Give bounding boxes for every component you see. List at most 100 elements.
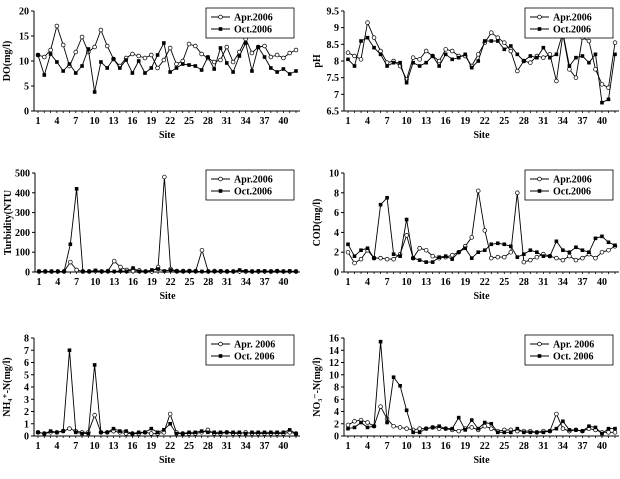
data-point-oct <box>124 269 129 274</box>
legend-label: Oct.2006 <box>234 187 272 198</box>
data-point-oct <box>187 269 192 273</box>
data-point-oct <box>118 269 123 273</box>
data-point-oct <box>391 252 396 256</box>
data-point-oct <box>463 428 468 432</box>
data-point-oct <box>489 421 494 426</box>
data-point-oct <box>411 60 415 65</box>
x-tick-label: 4 <box>54 116 59 127</box>
data-point-oct <box>398 254 402 258</box>
x-axis-title: Site <box>159 291 176 302</box>
data-point-oct <box>250 430 254 435</box>
data-point-oct <box>561 248 565 253</box>
x-tick-label: 31 <box>538 277 548 288</box>
data-point-oct <box>199 429 204 433</box>
data-point-apr <box>92 44 97 50</box>
y-tick-label: 200 <box>15 228 30 239</box>
x-tick-label: 16 <box>127 441 137 452</box>
data-point-oct <box>231 269 236 274</box>
data-point-oct <box>73 430 78 435</box>
x-tick-label: 25 <box>499 441 509 452</box>
x-tick-label: 28 <box>519 277 529 288</box>
data-point-apr <box>42 54 47 60</box>
y-tick-label: 8.5 <box>327 40 340 51</box>
data-point-oct <box>106 269 110 274</box>
data-point-oct <box>587 60 591 65</box>
x-tick-label: 34 <box>241 116 251 127</box>
y-tick-label: 2 <box>24 407 29 418</box>
x-tick-label: 7 <box>74 277 79 288</box>
data-point-apr <box>489 30 494 35</box>
x-axis-title: Site <box>473 130 490 141</box>
x-tick-label: 25 <box>184 441 194 452</box>
data-point-oct <box>437 64 441 68</box>
legend-box <box>205 169 295 201</box>
y-tick-label: 8 <box>24 334 29 345</box>
data-point-oct <box>49 269 54 274</box>
x-tick-label: 7 <box>73 441 78 452</box>
data-point-apr <box>199 51 204 57</box>
data-point-oct <box>105 430 110 435</box>
data-point-oct <box>613 426 617 431</box>
x-tick-label: 28 <box>519 441 529 452</box>
x-tick-label: 13 <box>421 441 431 452</box>
data-point-oct <box>424 426 428 431</box>
data-point-oct <box>378 339 383 344</box>
y-tick-label: 6.5 <box>327 107 340 118</box>
data-point-apr <box>443 47 448 52</box>
x-tick-label: 10 <box>402 116 412 127</box>
data-point-oct <box>378 202 383 207</box>
data-point-oct <box>476 426 481 431</box>
data-point-oct <box>469 256 474 260</box>
data-point-apr <box>378 255 383 261</box>
data-point-oct <box>482 248 487 253</box>
data-point-apr <box>162 174 167 180</box>
data-point-apr <box>149 52 154 58</box>
series-line-apr <box>347 190 616 264</box>
data-point-oct <box>469 65 474 70</box>
data-point-oct <box>417 258 422 262</box>
x-tick-label: 1 <box>346 116 351 127</box>
data-point-oct <box>68 242 73 247</box>
y-axis-title: COD(mg/l) <box>312 199 323 247</box>
legend-label: Apr. 2006 <box>234 340 275 351</box>
data-point-oct <box>86 431 91 436</box>
y-tick-label: 6 <box>334 208 339 219</box>
data-point-oct <box>359 420 363 425</box>
data-point-apr <box>404 233 409 238</box>
data-point-oct <box>80 431 84 436</box>
data-point-oct <box>509 244 513 249</box>
data-point-oct <box>180 431 185 436</box>
data-point-oct <box>495 430 500 435</box>
y-tick-label: 5 <box>24 370 29 381</box>
data-point-apr <box>365 20 370 25</box>
data-point-oct <box>81 269 85 274</box>
data-point-apr <box>482 423 488 429</box>
data-point-oct <box>155 53 160 57</box>
data-point-oct <box>118 66 122 70</box>
x-tick-label: 16 <box>128 277 138 288</box>
data-point-apr <box>281 55 286 61</box>
x-tick-label: 31 <box>222 116 232 127</box>
x-tick-label: 31 <box>538 116 548 127</box>
data-point-oct <box>385 64 389 68</box>
x-tick-label: 19 <box>460 441 470 452</box>
legend-label: Oct.2006 <box>553 187 591 198</box>
data-point-oct <box>112 269 117 274</box>
y-tick-label: 10 <box>19 57 29 68</box>
data-point-oct <box>174 66 179 70</box>
data-point-oct <box>430 425 435 430</box>
data-point-oct <box>175 269 179 274</box>
data-point-oct <box>250 69 254 73</box>
data-point-oct <box>150 268 154 272</box>
y-tick-label: 7.5 <box>327 73 340 84</box>
data-point-oct <box>256 269 261 273</box>
data-point-oct <box>430 54 435 58</box>
data-point-oct <box>193 430 198 435</box>
data-point-oct <box>193 269 198 274</box>
legend-marker-circle <box>218 176 223 182</box>
data-point-apr <box>352 419 357 424</box>
data-point-apr <box>554 255 559 261</box>
legend-label: Apr. 2006 <box>553 340 594 351</box>
y-tick-label: 10 <box>329 169 339 180</box>
data-point-apr <box>423 247 429 253</box>
